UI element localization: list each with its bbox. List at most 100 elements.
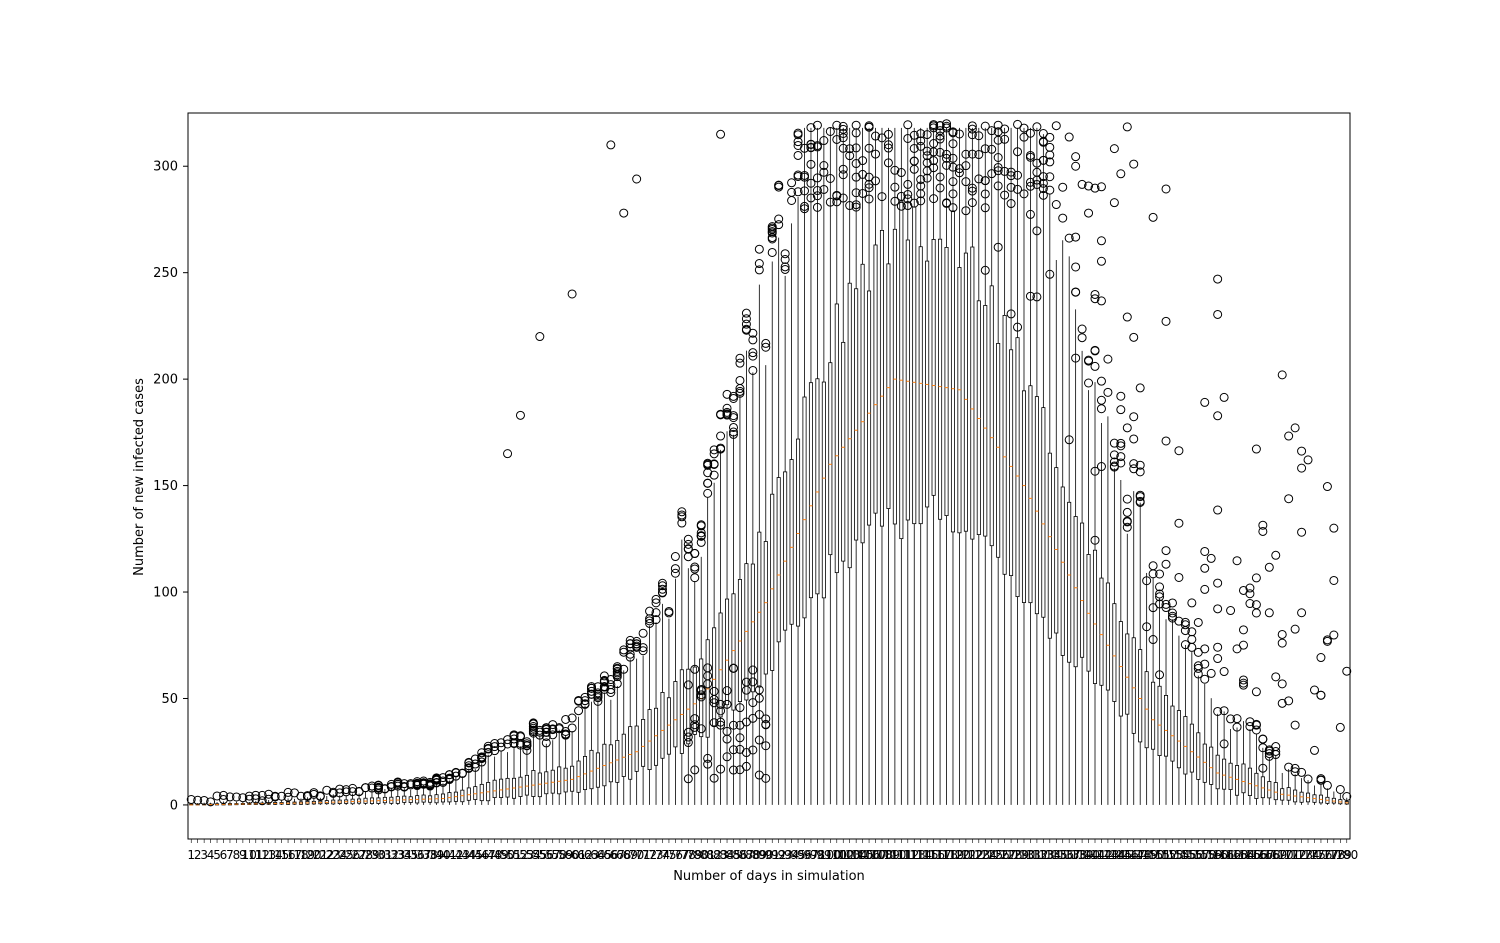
outlier-point [1025, 128, 1035, 138]
outlier-point [1096, 296, 1106, 306]
box [757, 531, 762, 688]
outlier-point [838, 143, 848, 153]
outlier-point [864, 183, 874, 193]
outlier-point [838, 128, 848, 138]
outlier-point [1193, 669, 1203, 679]
outlier-point [1161, 316, 1171, 326]
outlier-point [871, 149, 881, 159]
x-tick-label-151: 151 [1148, 848, 1171, 862]
outlier-point [341, 785, 351, 795]
outlier-point [748, 348, 758, 358]
outlier-point [793, 137, 803, 147]
outlier-point [1045, 132, 1055, 142]
box-day-12 [257, 790, 267, 806]
x-tick-label-100: 100 [819, 848, 842, 862]
outlier-point [709, 686, 719, 696]
outlier-point [1096, 462, 1106, 472]
box [621, 733, 626, 777]
outlier-point [1013, 147, 1023, 157]
outlier-point [1245, 583, 1255, 593]
x-tick-label-65: 65 [597, 848, 612, 862]
box-day-149 [1142, 572, 1152, 805]
x-tick-label-150: 150 [1142, 848, 1165, 862]
outlier-point [1238, 675, 1248, 685]
box [1054, 467, 1059, 634]
box [879, 230, 884, 527]
box-day-81 [703, 458, 713, 805]
box-day-85 [728, 391, 738, 805]
outlier-point [225, 792, 235, 802]
outlier-point [754, 685, 764, 695]
outlier-point [522, 737, 532, 747]
outlier-point [1038, 137, 1048, 147]
outlier-point [793, 150, 803, 160]
outlier-point-7 [515, 410, 525, 420]
outlier-point [1116, 438, 1126, 448]
outlier-point [780, 249, 790, 259]
outlier-point [690, 722, 700, 732]
box-day-62 [580, 692, 590, 805]
outlier-point [1213, 505, 1223, 515]
outlier-point [806, 142, 816, 152]
outlier-point [942, 121, 952, 131]
x-tick-label-32: 32 [384, 848, 399, 862]
outlier-point [444, 770, 454, 780]
x-tick-label-157: 157 [1187, 848, 1210, 862]
outlier-point [1084, 181, 1094, 191]
x-tick-label-26: 26 [345, 848, 360, 862]
x-tick-label-78: 78 [681, 848, 696, 862]
outlier-point [1284, 696, 1294, 706]
x-tick-label-89: 89 [752, 848, 767, 862]
box-day-4 [206, 797, 216, 807]
x-tick-label-177: 177 [1316, 848, 1339, 862]
x-tick-label-94: 94 [784, 848, 799, 862]
outlier-point [800, 201, 810, 211]
x-tick-label-45: 45 [468, 848, 483, 862]
outlier-point [1187, 634, 1197, 644]
outlier-point [793, 128, 803, 138]
box-day-168 [1264, 562, 1274, 805]
outlier-point [1129, 412, 1139, 422]
outlier-point [1135, 492, 1145, 502]
outlier-point [929, 194, 939, 204]
outlier-point [703, 663, 713, 673]
x-tick-label-141: 141 [1084, 848, 1107, 862]
outlier-point [1103, 354, 1113, 364]
box [1189, 723, 1194, 773]
outlier-point [1025, 177, 1035, 187]
outlier-point [1155, 670, 1165, 680]
outlier-point [657, 587, 667, 597]
box-day-68 [619, 645, 629, 805]
x-tick-label-111: 111 [890, 848, 913, 862]
outlier-point [1006, 199, 1016, 209]
x-tick-label-72: 72 [642, 848, 657, 862]
outlier-point [948, 177, 958, 187]
outlier-point [251, 790, 261, 800]
outlier-point [1019, 123, 1029, 133]
outlier-point [1251, 608, 1261, 618]
x-tick-label-83: 83 [713, 848, 728, 862]
outlier-point [754, 265, 764, 275]
outlier-point [806, 123, 816, 133]
outlier-point [948, 203, 958, 213]
box-day-95 [793, 128, 803, 805]
outlier-point [696, 521, 706, 531]
x-tick-label-161: 161 [1213, 848, 1236, 862]
outlier-point [1187, 642, 1197, 652]
outlier-point [967, 186, 977, 196]
outlier-point [612, 679, 622, 689]
outlier-point [709, 718, 719, 728]
x-tick-label-135: 135 [1045, 848, 1068, 862]
outlier-point [916, 181, 926, 191]
box-day-170 [1277, 629, 1287, 805]
box-day-142 [1096, 182, 1106, 805]
outlier-point [283, 792, 293, 802]
outlier-point [703, 460, 713, 470]
outlier-point [1000, 134, 1010, 144]
outlier-point [1084, 378, 1094, 388]
box-day-103 [845, 127, 855, 805]
outlier-point [1090, 361, 1100, 371]
outlier-point [1116, 458, 1126, 468]
box [1183, 716, 1188, 775]
y-tick-label-100: 100 [153, 586, 178, 601]
